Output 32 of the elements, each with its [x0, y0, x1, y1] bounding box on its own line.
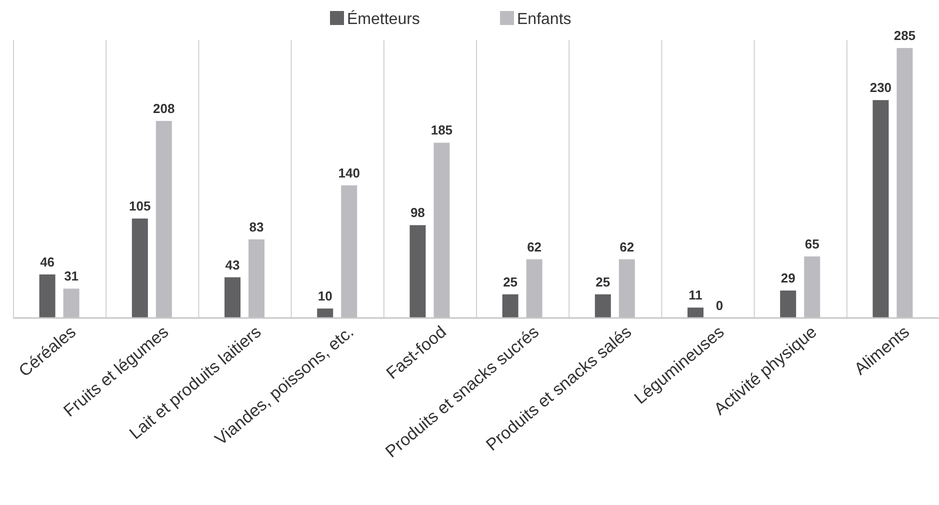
data-label: 230: [870, 80, 892, 96]
data-label: 43: [225, 257, 240, 272]
data-label: 46: [40, 254, 55, 270]
data-label: 65: [804, 236, 820, 252]
bar: [872, 100, 889, 318]
data-label: 11: [688, 288, 702, 303]
data-label: 31: [64, 268, 79, 284]
bar: [594, 294, 611, 318]
data-label: 25: [596, 274, 610, 290]
bar: [780, 290, 796, 318]
data-label: 62: [620, 239, 634, 254]
data-label: 140: [338, 165, 360, 180]
data-label: 25: [503, 274, 518, 290]
legend-label: Enfants: [517, 11, 572, 28]
bar: [132, 218, 148, 318]
bar: [410, 225, 426, 318]
data-label: 0: [716, 298, 724, 313]
bar: [39, 274, 56, 318]
bar: [688, 308, 704, 318]
bar: [317, 308, 334, 318]
data-label: 105: [129, 198, 151, 214]
data-label: 10: [318, 288, 332, 304]
data-label: 62: [527, 239, 542, 254]
bar: [224, 277, 240, 318]
bar: [502, 294, 518, 318]
data-label: 83: [249, 219, 264, 234]
data-label: 185: [430, 122, 453, 138]
legend-label: Émetteurs: [347, 10, 420, 28]
data-label: 208: [153, 100, 175, 116]
data-label: 29: [780, 270, 796, 286]
data-label: 285: [894, 28, 916, 43]
data-label: 98: [410, 205, 425, 220]
